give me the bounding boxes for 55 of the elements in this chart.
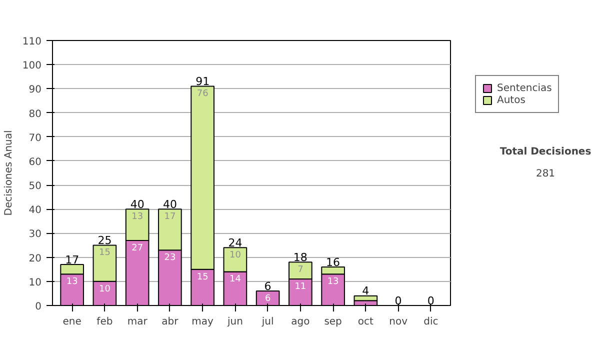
data-label: 13 (327, 277, 339, 288)
data-label: 15 (196, 272, 208, 282)
y-tick-label: 90 (28, 84, 42, 96)
y-axis-title: Decisiones Anual (3, 130, 14, 216)
data-label: 6 (264, 294, 271, 304)
x-tick-label: dic (424, 316, 438, 328)
data-label: 13 (132, 212, 144, 222)
x-tick-label: nov (389, 316, 408, 328)
y-tick-label: 30 (28, 229, 42, 240)
data-label: 27 (132, 243, 144, 254)
total-label: 40 (162, 198, 177, 211)
text: 281 (536, 168, 556, 180)
data-label: 15 (98, 248, 110, 258)
data-label: 7 (298, 265, 304, 276)
legend-label: Sentencias (497, 82, 552, 94)
total-label: 40 (130, 198, 144, 211)
y-tick-label: 10 (28, 277, 42, 288)
total-label: 18 (293, 250, 308, 264)
x-tick-label: ago (291, 316, 310, 328)
y-tick-label: 20 (28, 253, 42, 264)
data-label: 10 (98, 284, 111, 294)
data-label: 10 (229, 250, 242, 261)
total-label: 91 (196, 75, 210, 88)
x-tick-label: jul (260, 316, 274, 328)
x-tick-label: ene (62, 316, 82, 328)
y-tick-label: 70 (28, 132, 42, 144)
total-label: 16 (326, 256, 340, 269)
data-label: 14 (229, 274, 242, 285)
x-tick-label: sep (324, 316, 342, 328)
data-label: 11 (294, 282, 306, 292)
x-tick-label: may (192, 316, 214, 328)
total-label: 24 (228, 236, 242, 250)
x-tick-label: mar (127, 316, 148, 328)
x-tick-label: abr (162, 316, 180, 328)
total-label: 6 (264, 280, 272, 293)
text: Total Decisiones (500, 146, 592, 158)
x-tick-label: jun (226, 316, 243, 328)
data-label: 76 (196, 89, 209, 100)
y-tick-label: 110 (22, 36, 42, 48)
y-tick-label: 60 (28, 156, 42, 168)
total-label: 4 (362, 284, 370, 298)
y-tick-label: 80 (28, 108, 42, 120)
total-label: 25 (98, 234, 112, 248)
total-label: 17 (65, 253, 80, 266)
y-tick-label: 40 (28, 205, 42, 216)
data-label: 23 (164, 252, 176, 263)
y-tick-label: 0 (35, 302, 42, 312)
bar (354, 295, 378, 302)
legend-label: Autos (497, 94, 526, 106)
data-label: 17 (164, 212, 176, 222)
x-tick-label: feb (96, 316, 113, 328)
x-tick-label: oct (358, 316, 374, 328)
y-tick-label: 100 (22, 60, 42, 72)
y-tick-label: 50 (28, 181, 42, 192)
data-label: 13 (66, 277, 78, 288)
